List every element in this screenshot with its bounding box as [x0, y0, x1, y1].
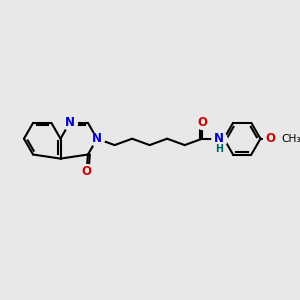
Text: O: O — [82, 165, 92, 178]
Text: O: O — [197, 116, 207, 129]
Text: O: O — [265, 132, 275, 145]
Text: N: N — [92, 132, 102, 145]
Text: N: N — [214, 132, 224, 145]
Text: N: N — [65, 116, 75, 129]
Text: H: H — [216, 144, 224, 154]
Text: CH₃: CH₃ — [281, 134, 300, 144]
